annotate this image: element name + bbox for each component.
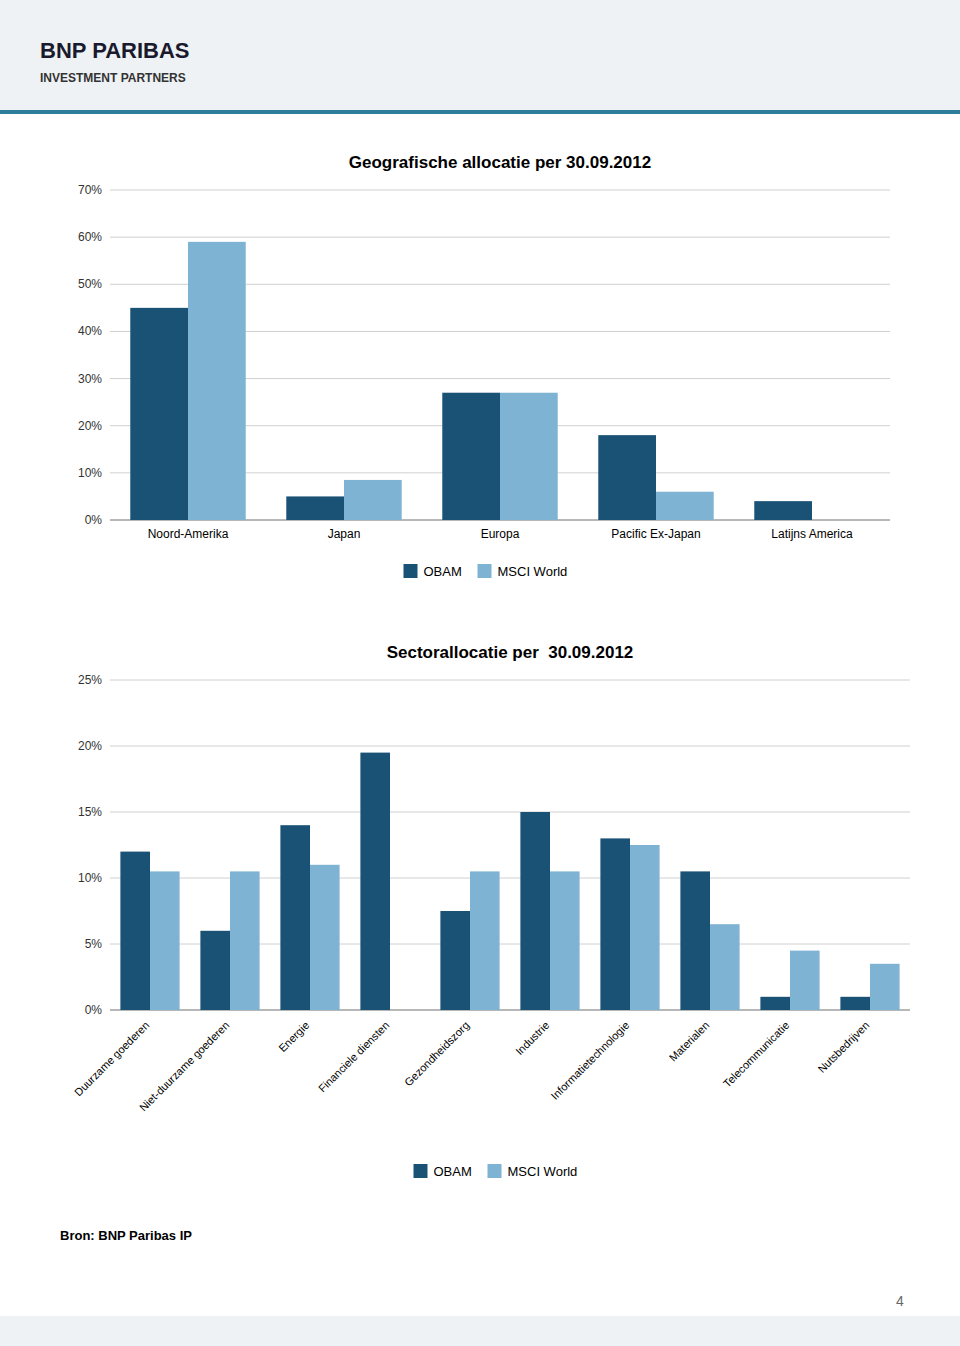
- grid-line: [110, 190, 890, 191]
- chart-title: Sectorallocatie per 30.09.2012: [387, 643, 634, 662]
- x-tick-label: Gezondheidszorg: [402, 1019, 471, 1088]
- legend: OBAM MSCI World: [414, 1164, 578, 1179]
- legend-label: OBAM: [424, 564, 462, 579]
- bar: [754, 501, 812, 520]
- legend-swatch: [478, 564, 492, 578]
- bars: [130, 242, 812, 520]
- header-rule: [0, 110, 960, 114]
- grid-line: [110, 680, 910, 681]
- y-tick-label: 0%: [85, 513, 103, 527]
- bar: [230, 871, 260, 1010]
- source-text: Bron: BNP Paribas IP: [60, 1228, 192, 1243]
- grid-line: [110, 812, 910, 813]
- legend-label: OBAM: [434, 1164, 472, 1179]
- x-tick-label: Financiele diensten: [316, 1019, 392, 1095]
- chart-title: Geografische allocatie per 30.09.2012: [349, 153, 651, 172]
- bar: [680, 871, 710, 1010]
- bar: [200, 931, 230, 1010]
- bar: [520, 812, 550, 1010]
- grid-line: [110, 237, 890, 238]
- legend-swatch: [414, 1164, 428, 1178]
- bar: [470, 871, 500, 1010]
- y-tick-label: 20%: [78, 419, 102, 433]
- bar: [442, 393, 500, 520]
- x-tick-label: Energie: [276, 1019, 311, 1054]
- bar: [760, 997, 790, 1010]
- x-tick-label: Noord-Amerika: [148, 527, 229, 541]
- y-tick-label: 15%: [78, 805, 102, 819]
- bars: [120, 753, 899, 1010]
- bar: [280, 825, 310, 1010]
- bar: [598, 435, 656, 520]
- y-tick-label: 25%: [78, 673, 102, 687]
- y-tick-label: 70%: [78, 183, 102, 197]
- x-tick-label: Materialen: [667, 1019, 712, 1064]
- header-title: BNP PARIBAS: [40, 38, 190, 63]
- grid-line: [110, 746, 910, 747]
- x-tick-label: Niet-duurzame goederen: [137, 1019, 232, 1114]
- y-tick-label: 40%: [78, 324, 102, 338]
- chart: Geografische allocatie per 30.09.2012 0% 1…: [78, 153, 890, 579]
- x-tick-label: Europa: [481, 527, 520, 541]
- bar: [870, 964, 900, 1010]
- y-tick-label: 0%: [85, 1003, 103, 1017]
- bar: [310, 865, 340, 1010]
- header-band: [0, 0, 960, 110]
- x-tick-label: Nutsbedrijven: [815, 1019, 871, 1075]
- bar: [656, 492, 714, 520]
- bar: [360, 753, 390, 1010]
- bar: [344, 480, 402, 520]
- x-tick-label: Latijns America: [771, 527, 853, 541]
- bar: [390, 1010, 420, 1011]
- y-tick-label: 10%: [78, 466, 102, 480]
- legend-label: MSCI World: [498, 564, 568, 579]
- page-number: 4: [896, 1293, 904, 1309]
- bar: [550, 871, 580, 1010]
- x-tick-label: Industrie: [513, 1019, 551, 1057]
- x-tick-label: Telecommunicatie: [721, 1019, 792, 1090]
- header-subtitle: INVESTMENT PARTNERS: [40, 71, 186, 85]
- y-tick-label: 20%: [78, 739, 102, 753]
- bar: [840, 997, 870, 1010]
- bar: [440, 911, 470, 1010]
- legend: OBAM MSCI World: [404, 564, 568, 579]
- bar: [710, 924, 740, 1010]
- chart: Sectorallocatie per 30.09.2012 0% 5% 10% 15%…: [72, 643, 910, 1179]
- legend-label: MSCI World: [508, 1164, 578, 1179]
- bar: [150, 871, 180, 1010]
- footer-band: [0, 1316, 960, 1346]
- y-tick-label: 5%: [85, 937, 103, 951]
- bar: [120, 852, 150, 1010]
- y-tick-label: 50%: [78, 277, 102, 291]
- x-tick-label: Duurzame goederen: [72, 1019, 151, 1098]
- legend-swatch: [404, 564, 418, 578]
- x-tick-label: Informatietechnologie: [549, 1019, 632, 1102]
- bar: [500, 393, 558, 520]
- bar: [130, 308, 188, 520]
- bar: [188, 242, 246, 520]
- x-tick-label: Japan: [328, 527, 361, 541]
- y-tick-label: 10%: [78, 871, 102, 885]
- page: BNP PARIBAS INVESTMENT PARTNERS Geografisc…: [0, 0, 960, 1346]
- y-tick-label: 60%: [78, 230, 102, 244]
- bar: [790, 951, 820, 1010]
- bar: [286, 496, 344, 520]
- bar: [812, 520, 870, 521]
- y-tick-label: 30%: [78, 372, 102, 386]
- bar: [630, 845, 660, 1010]
- x-tick-label: Pacific Ex-Japan: [611, 527, 700, 541]
- bar: [600, 838, 630, 1010]
- legend-swatch: [488, 1164, 502, 1178]
